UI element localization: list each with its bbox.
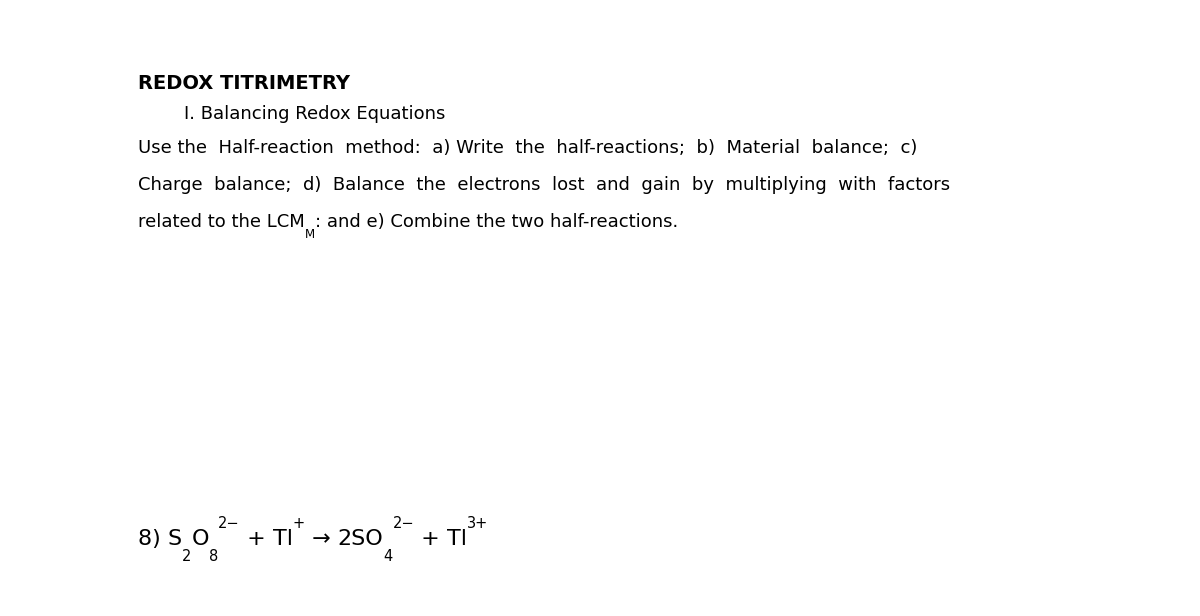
- Text: REDOX TITRIMETRY: REDOX TITRIMETRY: [138, 74, 350, 93]
- Text: +: +: [414, 529, 448, 549]
- Text: →: →: [305, 529, 337, 549]
- Text: M: M: [305, 228, 314, 241]
- Text: +: +: [293, 516, 305, 531]
- Text: O: O: [191, 529, 209, 549]
- Text: I. Balancing Redox Equations: I. Balancing Redox Equations: [138, 105, 445, 123]
- Text: related to the LCM: related to the LCM: [138, 213, 305, 230]
- Text: 2−: 2−: [218, 516, 240, 531]
- Text: +: +: [240, 529, 272, 549]
- Text: M: M: [305, 228, 314, 241]
- Text: 2−: 2−: [392, 516, 414, 531]
- Text: : and e) Combine the two half-reactions.: : and e) Combine the two half-reactions.: [314, 213, 678, 230]
- Text: Tl: Tl: [448, 529, 467, 549]
- Text: Charge  balance;  d)  Balance  the  electrons  lost  and  gain  by  multiplying : Charge balance; d) Balance the electrons…: [138, 176, 950, 193]
- Text: Use the  Half-reaction  method:  a) Write  the  half-reactions;  b)  Material  b: Use the Half-reaction method: a) Write t…: [138, 139, 917, 156]
- Text: S: S: [168, 529, 182, 549]
- Text: 2SO: 2SO: [337, 529, 383, 549]
- Text: 8: 8: [209, 549, 218, 564]
- Text: Tl: Tl: [272, 529, 293, 549]
- Text: related to the LCM: related to the LCM: [138, 213, 305, 230]
- Text: 2: 2: [182, 549, 191, 564]
- Text: 3+: 3+: [467, 516, 488, 531]
- Text: 8): 8): [138, 529, 168, 549]
- Text: 4: 4: [383, 549, 392, 564]
